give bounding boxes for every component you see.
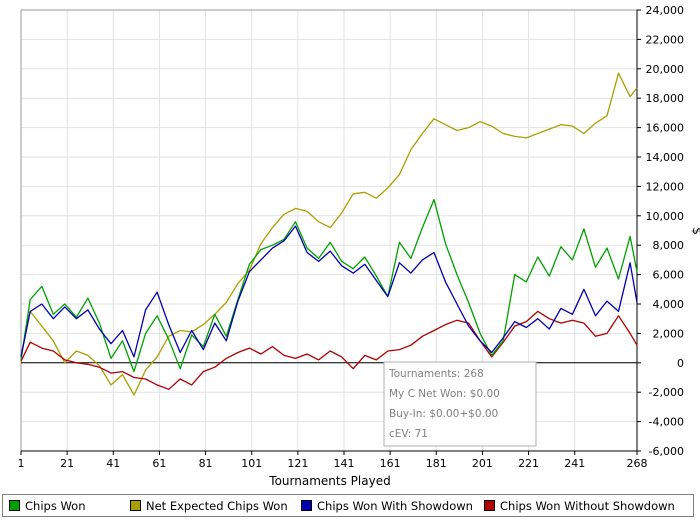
y-tick-label: -6,000 (649, 445, 684, 458)
tooltip-line: Buy-In: $0.00+$0.00 (389, 408, 498, 420)
x-tick-label: 101 (241, 457, 262, 470)
y-tick-label: 4,000 (653, 298, 685, 311)
series-line-chips-won-with-showdown (20, 225, 638, 358)
y-tick-label: 18,000 (646, 92, 685, 105)
x-tick-label: 61 (152, 457, 166, 470)
y-tick-label: 22,000 (646, 33, 685, 46)
x-tick-label: 241 (564, 457, 585, 470)
legend-swatch (484, 500, 495, 511)
chart-grid (20, 9, 638, 452)
chart-series (20, 72, 638, 396)
y-tick-label: 12,000 (646, 180, 685, 193)
x-tick-label: 41 (106, 457, 120, 470)
x-axis-title: Tournaments Played (268, 474, 390, 488)
y-tick-label: -2,000 (649, 386, 684, 399)
chart-legend: Chips Won Net Expected Chips Won Chips W… (2, 494, 694, 517)
legend-item-chips-won[interactable]: Chips Won (9, 495, 85, 516)
y-tick-label: 2,000 (653, 327, 685, 340)
legend-label: Chips Won (25, 498, 86, 513)
y-tick-label: 14,000 (646, 151, 685, 164)
tooltip-box (383, 361, 537, 447)
tooltip-line: Tournaments: 268 (388, 368, 484, 380)
y-axis-title: $ (690, 227, 700, 235)
series-line-net-expected-chips-won (20, 72, 638, 396)
y-tick-label: 0 (677, 357, 684, 370)
legend-label: Chips Won With Showdown (317, 498, 473, 513)
legend-item-chips-won-with-showdown[interactable]: Chips Won With Showdown (301, 495, 473, 516)
x-tick-label: 181 (426, 457, 447, 470)
y-tick-label: 24,000 (646, 4, 685, 17)
y-tick-label: 8,000 (653, 239, 685, 252)
legend-item-chips-won-without-showdown[interactable]: Chips Won Without Showdown (484, 495, 675, 516)
y-tick-label: 16,000 (646, 122, 685, 135)
legend-label: Net Expected Chips Won (146, 498, 288, 513)
tooltip-line: cEV: 71 (389, 428, 428, 440)
y-tick-label: 6,000 (653, 269, 685, 282)
y-tick-label: -4,000 (649, 416, 684, 429)
hover-tooltip: Tournaments: 268 My C Net Won: $0.00 Buy… (383, 361, 537, 447)
y-tick-label: 20,000 (646, 63, 685, 76)
y-tick-label: 10,000 (646, 210, 685, 223)
x-tick-label: 1 (18, 457, 25, 470)
legend-swatch (9, 500, 20, 511)
series-line-chips-won (20, 198, 638, 373)
x-tick-label: 201 (472, 457, 493, 470)
series-line-chips-won-without-showdown (20, 310, 638, 390)
legend-swatch (130, 500, 141, 511)
x-tick-label: 268 (627, 457, 648, 470)
x-tick-label: 81 (199, 457, 213, 470)
tooltip-line: My C Net Won: $0.00 (389, 388, 500, 400)
x-tick-label: 221 (518, 457, 539, 470)
x-tick-label: 21 (60, 457, 74, 470)
legend-label: Chips Won Without Showdown (500, 498, 675, 513)
x-tick-label: 121 (287, 457, 308, 470)
x-tick-label: 161 (380, 457, 401, 470)
legend-item-net-expected-chips-won[interactable]: Net Expected Chips Won (130, 495, 288, 516)
x-tick-label: 141 (333, 457, 354, 470)
legend-swatch (301, 500, 312, 511)
